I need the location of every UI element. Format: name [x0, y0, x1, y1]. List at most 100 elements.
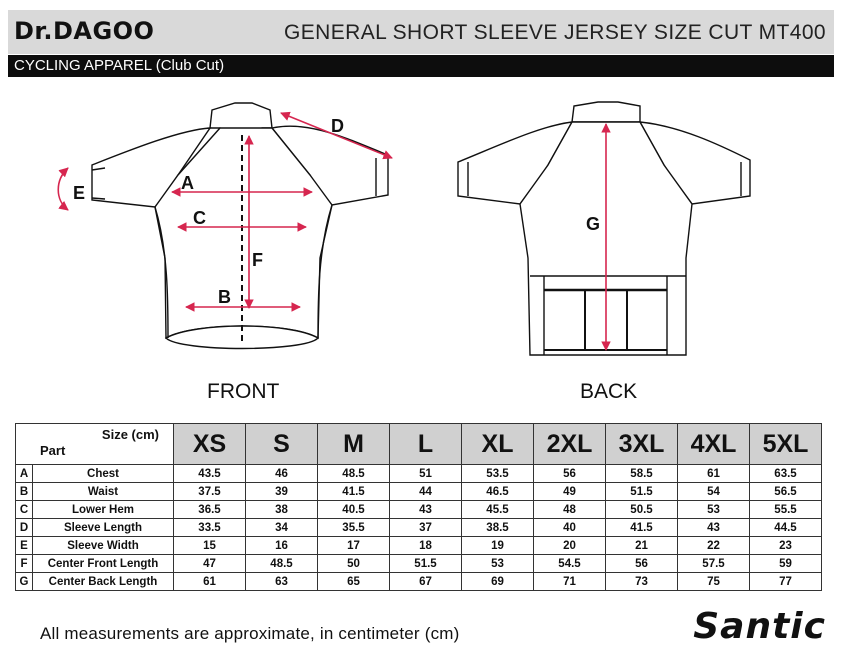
table-cell: 37 [389, 518, 462, 537]
table-cell: 53 [461, 554, 534, 573]
table-cell: 19 [461, 536, 534, 555]
marker-a: A [181, 173, 194, 193]
table-cell: 54 [677, 482, 750, 501]
table-row: F Center Front Length 47 48.5 50 51.5 53 54.5 56… [15, 554, 822, 573]
table-cell: 56 [533, 464, 606, 483]
table-cell: 46.5 [461, 482, 534, 501]
table-cell: 21 [605, 536, 678, 555]
brand-logo: Dr.DAGOO [14, 17, 155, 45]
row-part-name: Waist [32, 482, 174, 501]
table-cell: 39 [245, 482, 318, 501]
row-part-name: Center Front Length [32, 554, 174, 573]
table-cell: 43 [677, 518, 750, 537]
table-cell: 33.5 [173, 518, 246, 537]
marker-d: D [331, 116, 344, 136]
table-cell: 50.5 [605, 500, 678, 519]
marker-f: F [252, 250, 263, 270]
size-chart-table: Size (cm) Part XS S M L XL 2XL 3XL 4XL 5… [15, 423, 822, 591]
table-cell: 23 [749, 536, 822, 555]
row-part-name: Center Back Length [32, 572, 174, 591]
table-cell: 34 [245, 518, 318, 537]
row-part-name: Sleeve Length [32, 518, 174, 537]
row-code: B [15, 482, 33, 501]
table-cell: 40 [533, 518, 606, 537]
table-cell: 44 [389, 482, 462, 501]
table-row: C Lower Hem 36.5 38 40.5 43 45.5 48 50.5 53 55.5 [15, 500, 822, 519]
table-cell: 36.5 [173, 500, 246, 519]
table-cell: 61 [173, 572, 246, 591]
table-cell: 65 [317, 572, 390, 591]
size-unit-label: Size (cm) [101, 427, 159, 442]
table-cell: 20 [533, 536, 606, 555]
front-jersey [91, 102, 389, 350]
marker-b: B [218, 287, 231, 307]
marker-g: G [586, 214, 600, 234]
table-cell: 17 [317, 536, 390, 555]
measurement-note: All measurements are approximate, in cen… [40, 624, 460, 643]
table-cell: 15 [173, 536, 246, 555]
table-cell: 43 [389, 500, 462, 519]
row-part-name: Sleeve Width [32, 536, 174, 555]
table-row: G Center Back Length 61 63 65 67 69 71 73 75 77 [15, 572, 822, 591]
table-cell: 44.5 [749, 518, 822, 537]
table-cell: 50 [317, 554, 390, 573]
marker-e: E [73, 183, 85, 203]
table-cell: 38 [245, 500, 318, 519]
table-cell: 54.5 [533, 554, 606, 573]
table-cell: 53 [677, 500, 750, 519]
subheader-title: CYCLING APPAREL (Club Cut) [14, 57, 225, 74]
size-header: XL [461, 423, 534, 465]
size-header: 4XL [677, 423, 750, 465]
table-cell: 35.5 [317, 518, 390, 537]
table-cell: 73 [605, 572, 678, 591]
table-cell: 55.5 [749, 500, 822, 519]
header-bar [8, 10, 834, 54]
size-header: M [317, 423, 390, 465]
table-cell: 22 [677, 536, 750, 555]
table-cell: 18 [389, 536, 462, 555]
back-jersey [457, 101, 751, 356]
size-header: S [245, 423, 318, 465]
table-cell: 57.5 [677, 554, 750, 573]
size-header: 2XL [533, 423, 606, 465]
row-part-name: Lower Hem [32, 500, 174, 519]
table-row: D Sleeve Length 33.5 34 35.5 37 38.5 40 41.5 43 44… [15, 518, 822, 537]
table-cell: 48.5 [245, 554, 318, 573]
table-cell: 61 [677, 464, 750, 483]
table-cell: 63.5 [749, 464, 822, 483]
table-cell: 51.5 [605, 482, 678, 501]
table-cell: 40.5 [317, 500, 390, 519]
table-cell: 56 [605, 554, 678, 573]
row-code: E [15, 536, 33, 555]
santic-logo: Santic [693, 606, 826, 647]
jersey-diagram: A C B F D E G [57, 101, 751, 356]
table-cell: 77 [749, 572, 822, 591]
table-cell: 43.5 [173, 464, 246, 483]
table-cell: 53.5 [461, 464, 534, 483]
table-cell: 69 [461, 572, 534, 591]
table-corner-cell: Size (cm) Part [15, 423, 174, 465]
table-row: B Waist 37.5 39 41.5 44 46.5 49 51.5 54 56.5 [15, 482, 822, 501]
row-code: C [15, 500, 33, 519]
table-cell: 67 [389, 572, 462, 591]
table-cell: 45.5 [461, 500, 534, 519]
table-cell: 56.5 [749, 482, 822, 501]
document-title: GENERAL SHORT SLEEVE JERSEY SIZE CUT MT4… [284, 21, 826, 44]
subheader-bar [8, 55, 834, 77]
arrow-e [57, 167, 69, 211]
table-row: E Sleeve Width 15 16 17 18 19 20 21 22 23 [15, 536, 822, 555]
row-code: A [15, 464, 33, 483]
row-part-name: Chest [32, 464, 174, 483]
table-cell: 48 [533, 500, 606, 519]
arrow-d [280, 111, 393, 160]
table-cell: 41.5 [605, 518, 678, 537]
size-header: XS [173, 423, 246, 465]
size-header: 5XL [749, 423, 822, 465]
front-label: FRONT [207, 380, 280, 403]
table-cell: 16 [245, 536, 318, 555]
row-code: F [15, 554, 33, 573]
table-cell: 41.5 [317, 482, 390, 501]
size-header: 3XL [605, 423, 678, 465]
front-measure-arrows [57, 111, 393, 312]
table-cell: 51 [389, 464, 462, 483]
